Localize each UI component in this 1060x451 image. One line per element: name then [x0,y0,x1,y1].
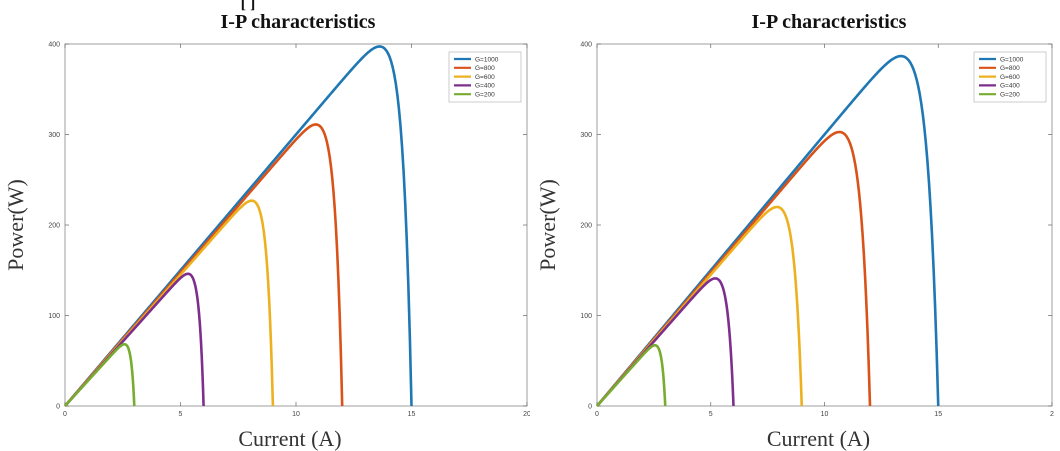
y-tick-label: 200 [48,223,60,230]
legend-entry: G=400 [1000,83,1020,90]
y-axis-label: Power(W) [3,179,28,271]
legend-entry: G=600 [1000,74,1020,81]
series-line-g-800 [64,123,344,407]
x-tick-label: 0 [595,411,599,418]
y-tick-label: 200 [580,223,592,230]
y-tick-label: 300 [48,132,60,139]
y-tick-label: 0 [588,404,592,411]
legend-entry: G=1000 [475,56,499,63]
legend-entry: G=200 [475,92,495,99]
chart-panel-right: I-P characteristics 0 5 10 15 2 0 100 200 300 400 C… [530,0,1060,451]
y-tick-label: 0 [56,404,60,411]
chart-left: I-P characteristics[ ]0 5 10 15 200100200300… [3,0,530,451]
x-axis-label: Current (A) [238,426,341,451]
legend-entry: G=200 [1000,92,1020,99]
x-tick-label: 2 [1050,411,1054,418]
series-line-g-200 [64,342,136,407]
y-tick-label: 300 [580,132,592,139]
series-line-g-1000 [64,45,413,407]
series-line-g-600 [64,199,275,407]
x-tick-label: 5 [179,411,183,418]
series-line-g-800 [596,130,872,407]
series-line-g-1000 [596,54,940,407]
legend-entry: G=800 [475,65,495,72]
header-fragment: [ ] [241,0,256,12]
y-tick-label: 100 [580,313,592,320]
x-tick-label: 10 [821,411,829,418]
chart-title: I-P characteristics [221,11,376,33]
x-tick-label: 10 [292,411,300,418]
x-tick-label: 15 [408,411,416,418]
y-tick-label: 400 [580,42,592,49]
y-tick-label: 100 [48,313,60,320]
series-line-g-600 [596,205,804,407]
legend-entry: G=800 [1000,65,1020,72]
legend-entry: G=1000 [1000,56,1024,63]
legend-entry: G=600 [475,74,495,81]
series-line-g-200 [596,343,667,407]
y-axis-label: Power(W) [535,179,560,271]
x-tick-label: 5 [709,411,713,418]
x-axis-label: Current (A) [767,426,870,451]
chart-title: I-P characteristics [752,11,907,33]
chart-panel-left: I-P characteristics[ ] 0 5 10 15 20 0 100 200 300… [3,0,530,451]
x-tick-label: 20 [523,411,530,418]
legend-entry: G=400 [475,83,495,90]
x-tick-label: 15 [934,411,942,418]
y-tick-label: 400 [48,42,60,49]
x-tick-label: 0 [63,411,67,418]
